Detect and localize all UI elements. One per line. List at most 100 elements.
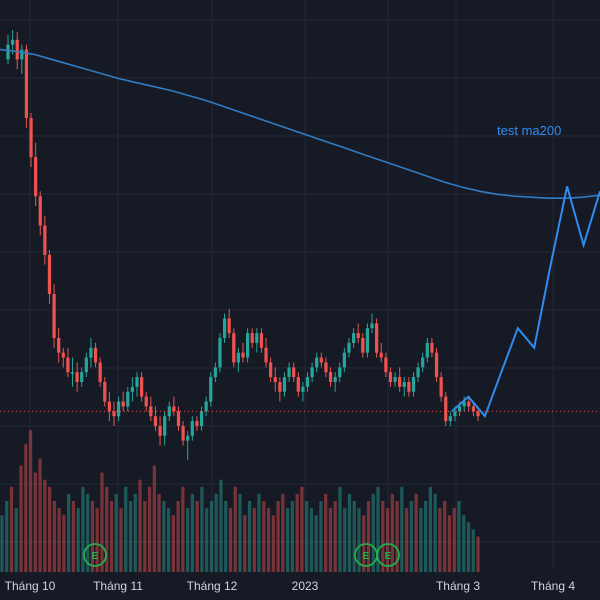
candle-body[interactable]: [47, 254, 52, 294]
candle-body[interactable]: [34, 157, 38, 197]
candle-body[interactable]: [388, 372, 393, 382]
candle-body[interactable]: [176, 411, 181, 426]
candle-body[interactable]: [448, 416, 452, 422]
candle-body[interactable]: [204, 401, 208, 412]
candle-body[interactable]: [305, 377, 310, 387]
candle-body[interactable]: [103, 382, 107, 402]
candle-body[interactable]: [425, 342, 429, 358]
candle-body[interactable]: [356, 333, 360, 338]
candle-body[interactable]: [278, 382, 282, 392]
candle-body[interactable]: [370, 323, 374, 329]
candle-body[interactable]: [126, 391, 130, 407]
candle-body[interactable]: [107, 401, 111, 412]
candle-body[interactable]: [186, 435, 190, 441]
candle-body[interactable]: [167, 406, 171, 417]
candle-body[interactable]: [471, 406, 476, 412]
candle-body[interactable]: [407, 382, 411, 392]
candle-body[interactable]: [467, 401, 471, 407]
candle-body[interactable]: [292, 367, 296, 378]
event-marker-icon[interactable]: [376, 543, 400, 567]
candle-body[interactable]: [328, 372, 333, 382]
candle-body[interactable]: [29, 118, 33, 158]
candle-body[interactable]: [80, 372, 84, 382]
candle-body[interactable]: [10, 39, 15, 45]
candle-body[interactable]: [232, 333, 236, 363]
candle-body[interactable]: [15, 39, 19, 60]
candle-body[interactable]: [89, 347, 93, 358]
candle-body[interactable]: [430, 342, 434, 353]
candle-body[interactable]: [282, 377, 287, 392]
candle-body[interactable]: [273, 377, 277, 382]
candle-body[interactable]: [439, 377, 443, 397]
candle-body[interactable]: [213, 367, 217, 378]
candle-body[interactable]: [84, 357, 88, 373]
projection-line[interactable]: [451, 186, 600, 419]
candle-body[interactable]: [93, 347, 98, 363]
candle-body[interactable]: [264, 347, 268, 363]
candle-body[interactable]: [130, 386, 135, 392]
candle-body[interactable]: [236, 352, 241, 363]
candle-body[interactable]: [375, 323, 379, 353]
candle-body[interactable]: [315, 357, 319, 368]
candle-body[interactable]: [98, 362, 102, 382]
candle-body[interactable]: [310, 367, 314, 378]
candle-body[interactable]: [255, 333, 259, 343]
candle-body[interactable]: [43, 225, 47, 255]
candle-body[interactable]: [333, 377, 337, 382]
candle-body[interactable]: [411, 377, 416, 392]
candle-body[interactable]: [347, 342, 351, 353]
candle-body[interactable]: [209, 377, 213, 402]
candle-body[interactable]: [241, 352, 245, 358]
candle-body[interactable]: [75, 372, 79, 382]
candle-body[interactable]: [250, 333, 254, 343]
candle-body[interactable]: [163, 416, 167, 436]
candle-body[interactable]: [245, 333, 250, 358]
candle-body[interactable]: [218, 338, 222, 368]
candle-body[interactable]: [453, 411, 457, 417]
candle-body[interactable]: [6, 44, 10, 60]
candle-body[interactable]: [434, 352, 439, 378]
candle-body[interactable]: [190, 421, 194, 436]
candle-body[interactable]: [287, 367, 291, 378]
candle-body[interactable]: [342, 352, 346, 368]
candle-body[interactable]: [365, 328, 370, 353]
candle-body[interactable]: [361, 338, 365, 353]
candle-body[interactable]: [296, 377, 300, 392]
candle-body[interactable]: [227, 318, 231, 334]
candle-body[interactable]: [199, 411, 204, 426]
candle-body[interactable]: [393, 377, 397, 382]
event-marker-icon[interactable]: [83, 543, 107, 567]
candle-body[interactable]: [301, 386, 305, 392]
candle-body[interactable]: [61, 352, 65, 358]
candle-body[interactable]: [140, 377, 144, 397]
candle-body[interactable]: [66, 357, 70, 373]
ma-line[interactable]: [0, 48, 600, 199]
candle-body[interactable]: [172, 406, 176, 412]
candle-body[interactable]: [351, 333, 356, 343]
candle-body[interactable]: [158, 426, 162, 436]
candle-body[interactable]: [398, 377, 402, 387]
candle-body[interactable]: [444, 396, 448, 422]
candle-body[interactable]: [153, 416, 158, 426]
candle-body[interactable]: [195, 421, 199, 426]
candle-body[interactable]: [457, 406, 462, 412]
candle-body[interactable]: [384, 357, 388, 373]
candle-body[interactable]: [144, 396, 148, 407]
candle-body[interactable]: [402, 382, 406, 387]
candle-body[interactable]: [181, 426, 185, 441]
candle-body[interactable]: [338, 367, 342, 378]
candle-body[interactable]: [112, 411, 116, 417]
candle-body[interactable]: [24, 49, 29, 118]
candle-body[interactable]: [222, 318, 227, 338]
candle-body[interactable]: [38, 196, 42, 226]
candle-body[interactable]: [476, 411, 480, 417]
candle-body[interactable]: [116, 401, 121, 417]
candle-body[interactable]: [319, 357, 323, 363]
candle-body[interactable]: [462, 401, 466, 407]
candle-body[interactable]: [70, 372, 75, 374]
candle-body[interactable]: [135, 377, 139, 387]
candle-body[interactable]: [121, 401, 125, 407]
candle-body[interactable]: [52, 294, 56, 338]
candle-body[interactable]: [416, 367, 420, 378]
